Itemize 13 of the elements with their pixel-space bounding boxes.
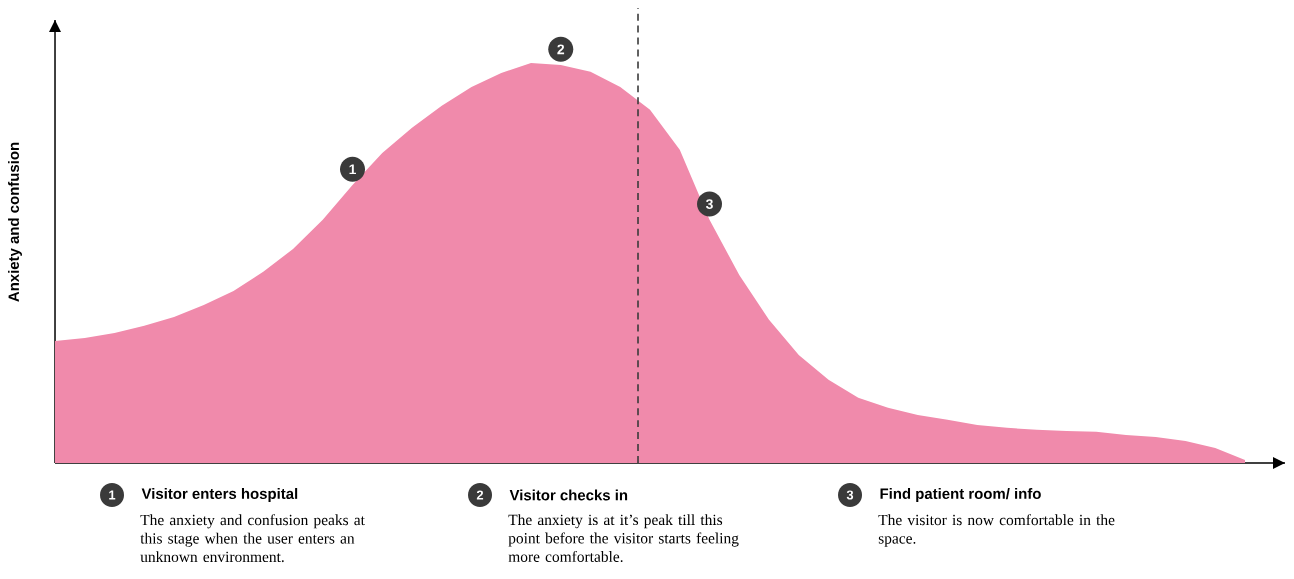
text: Visitor enters hospital <box>141 488 298 502</box>
text: The visitor is now comfortable in the space. <box>878 514 1115 547</box>
annotation: 3 <box>705 199 713 210</box>
annotation: 2 <box>557 44 565 55</box>
annotation: 1 <box>349 164 357 175</box>
y-axis-title: Anxiety and confusion <box>8 142 22 302</box>
text: The anxiety is at it’s peak till this point before the visitor starts feeling more comfortable. <box>508 514 739 562</box>
text: 3 <box>846 490 854 500</box>
text: Visitor checks in <box>509 489 628 501</box>
text: 1 <box>109 490 116 500</box>
text: 2 <box>476 490 484 500</box>
text: Find patient room/ info <box>880 488 1041 502</box>
text: The anxiety and confusion peaks at this stage when the user enters an unknown environment. <box>140 514 365 563</box>
